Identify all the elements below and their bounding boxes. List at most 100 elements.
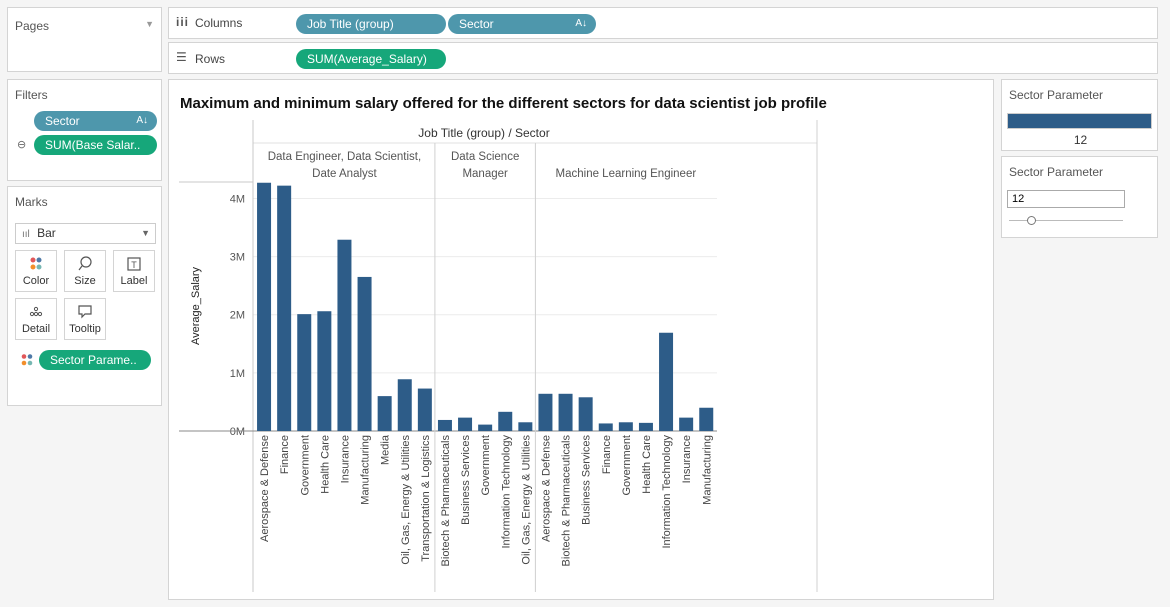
svg-text:T: T: [131, 260, 137, 270]
columns-shelf: iii Columns Job Title (group) Sector A↓: [168, 7, 1158, 39]
bar: [538, 393, 553, 431]
x-tick-label: Insurance: [339, 435, 351, 483]
mark-type-select[interactable]: ııl Bar ▼: [15, 223, 156, 244]
x-tick-label: Manufacturing: [360, 435, 372, 505]
group-label: Date Analyst: [312, 168, 377, 180]
bar: [578, 397, 593, 431]
mark-type-label: Bar: [37, 226, 56, 240]
sector-param-bar-fill: [1008, 114, 1151, 128]
sector-param-title-2: Sector Parameter: [1009, 165, 1104, 179]
group-label: Machine Learning Engineer: [556, 168, 697, 180]
group-label: Data Science: [451, 151, 519, 163]
y-tick-label: 3M: [230, 252, 245, 264]
chevron-down-icon: ▼: [141, 228, 150, 238]
color-dots-icon: [20, 353, 34, 372]
slider-track[interactable]: [1009, 220, 1123, 221]
marks-card: Marks ııl Bar ▼ Color Size T Label Detai…: [7, 186, 162, 406]
bar: [337, 239, 352, 431]
marks-pill-sector-param[interactable]: Sector Parame..: [39, 350, 151, 370]
chart-title: Maximum and minimum salary offered for t…: [180, 95, 827, 112]
bar: [397, 379, 412, 431]
sector-param-card-1: Sector Parameter 12: [1001, 79, 1158, 151]
bar: [699, 407, 714, 431]
x-tick-label: Health Care: [319, 435, 331, 494]
sort-icon[interactable]: A↓: [575, 18, 587, 29]
columns-icon: iii: [176, 15, 190, 29]
label-button[interactable]: T Label: [113, 250, 155, 292]
x-tick-label: Transportation & Logistics: [420, 435, 432, 562]
bar: [277, 185, 292, 431]
y-tick-label: 2M: [230, 310, 245, 322]
bar: [257, 182, 272, 431]
measure-icon: ⊖: [17, 139, 27, 151]
x-tick-label: Government: [621, 435, 633, 496]
group-label: Data Engineer, Data Scientist,: [268, 151, 421, 163]
rows-label: Rows: [195, 52, 226, 66]
sector-param-bar-track[interactable]: [1007, 113, 1152, 129]
tooltip-icon: [65, 304, 105, 320]
bar: [679, 417, 694, 431]
sort-icon[interactable]: A↓: [136, 115, 148, 126]
detail-button[interactable]: Detail: [15, 298, 57, 340]
bar-chart-icon: ııl: [22, 229, 30, 240]
x-tick-label: Business Services: [460, 435, 472, 525]
slider-thumb[interactable]: [1026, 216, 1036, 225]
group-label: Manager: [462, 168, 508, 180]
x-tick-label: Aerospace & Defense: [259, 435, 271, 542]
filters-title: Filters: [15, 88, 48, 102]
bar: [518, 422, 533, 431]
filters-card: Filters Sector A↓ ⊖ SUM(Base Salar..: [7, 79, 162, 181]
bar: [659, 332, 674, 431]
columns-label: Columns: [195, 16, 243, 30]
sector-param-title-1: Sector Parameter: [1009, 88, 1104, 102]
bar: [317, 311, 332, 431]
detail-icon: [16, 304, 56, 320]
pages-card: Pages ▼: [7, 7, 162, 72]
x-tick-label: Government: [299, 435, 311, 496]
x-tick-label: Aerospace & Defense: [540, 435, 552, 542]
size-icon: [65, 256, 105, 272]
y-tick-label: 4M: [230, 193, 245, 205]
bar: [638, 422, 653, 431]
x-tick-label: Government: [480, 435, 492, 496]
x-tick-label: Information Technology: [500, 435, 512, 549]
bar: [478, 424, 493, 431]
tooltip-button[interactable]: Tooltip: [64, 298, 106, 340]
rows-pill-avg-salary[interactable]: SUM(Average_Salary): [296, 49, 446, 69]
rows-shelf: ☰ Rows SUM(Average_Salary): [168, 42, 1158, 74]
bar: [377, 396, 392, 431]
x-tick-label: Oil, Gas, Energy & Utilities: [400, 435, 412, 565]
filter-pill-sector[interactable]: Sector A↓: [34, 111, 157, 131]
x-tick-label: Finance: [601, 435, 613, 474]
filter-pill-base-salary[interactable]: SUM(Base Salar..: [34, 135, 157, 155]
columns-pill-job-title[interactable]: Job Title (group): [296, 14, 446, 34]
label-icon: T: [114, 256, 154, 272]
sector-param-input[interactable]: [1007, 190, 1125, 208]
size-button[interactable]: Size: [64, 250, 106, 292]
pages-title: Pages: [15, 19, 50, 33]
bar: [618, 422, 633, 431]
bar: [417, 388, 432, 431]
chart-header: Job Title (group) / Sector: [418, 126, 549, 140]
x-tick-label: Manufacturing: [701, 435, 713, 505]
y-tick-label: 0M: [230, 426, 245, 438]
x-tick-label: Biotech & Pharmaceuticals: [561, 435, 573, 567]
bar: [297, 314, 312, 431]
bar: [437, 419, 452, 431]
chevron-down-icon[interactable]: ▼: [145, 19, 154, 29]
chart-card: Maximum and minimum salary offered for t…: [168, 79, 994, 600]
bar: [357, 276, 372, 431]
x-tick-label: Health Care: [641, 435, 653, 494]
columns-pill-sector[interactable]: Sector A↓: [448, 14, 596, 34]
bar: [458, 417, 473, 431]
bar: [498, 411, 513, 431]
bar: [558, 393, 573, 431]
y-axis-title: Average_Salary: [190, 266, 202, 345]
bar: [598, 423, 613, 431]
marks-title: Marks: [15, 195, 48, 209]
sector-param-value-1: 12: [1073, 133, 1088, 147]
x-tick-label: Insurance: [681, 435, 693, 483]
color-button[interactable]: Color: [15, 250, 57, 292]
color-icon: [16, 256, 56, 272]
x-tick-label: Biotech & Pharmaceuticals: [440, 435, 452, 567]
